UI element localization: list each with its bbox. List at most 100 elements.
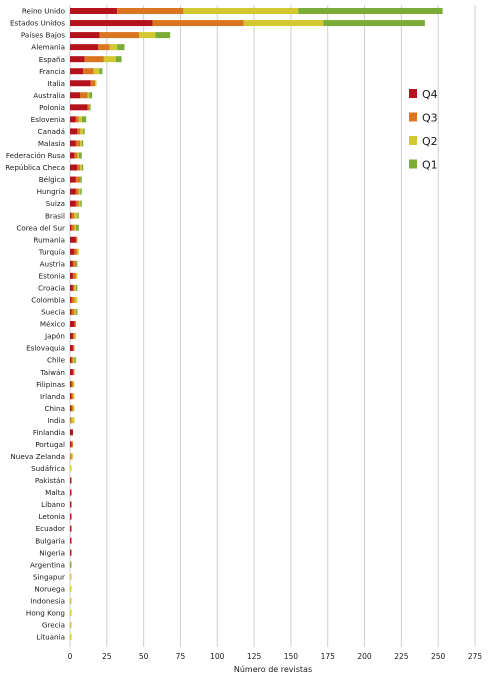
x-axis-tick-labels: 0 25 50 75 100 125 150 175 200 225 250 275 [68, 652, 483, 661]
category-label: Nigeria [39, 548, 65, 557]
bar-segment-q2 [70, 633, 72, 640]
bar-segment-q3 [75, 236, 78, 243]
bar-segment-q4 [70, 405, 72, 412]
bar-segment-q2 [70, 621, 72, 628]
bar-segment-q2 [103, 56, 116, 63]
bar-segment-q2 [80, 140, 82, 147]
bar-segment-q1 [89, 104, 91, 111]
category-label: Alemania [31, 43, 65, 52]
legend-label-q2: Q2 [422, 135, 438, 148]
category-label: Noruega [34, 584, 65, 593]
bar-segment-q3 [71, 296, 75, 303]
bar-segment-q2 [70, 585, 72, 592]
bar-segment-q2 [87, 92, 90, 99]
bar-segment-q4 [70, 525, 72, 532]
bar-segment-q3 [72, 260, 76, 267]
category-label: Suiza [46, 199, 65, 208]
category-label: Portugal [35, 440, 65, 449]
bar-segment-q2 [80, 164, 82, 171]
bar-segment-q4 [70, 260, 73, 267]
bar-segment-q3 [117, 8, 184, 15]
category-label: Turquía [38, 247, 65, 256]
category-label: Brasil [45, 211, 65, 220]
bar-segment-q3 [83, 68, 94, 75]
bar-segment-q4 [70, 272, 73, 279]
bar-segment-q1 [83, 128, 85, 135]
bar-segment-q3 [72, 272, 76, 279]
bar-segment-q4 [70, 369, 73, 376]
category-label: Japón [44, 332, 65, 341]
bar-segment-q4 [70, 140, 76, 147]
bar-segment-q4 [70, 284, 73, 291]
bar-segment-q2 [93, 68, 100, 75]
bar-segment-q4 [70, 188, 76, 195]
bar-segment-q4 [70, 489, 72, 496]
category-label: Letonia [39, 512, 65, 521]
bar-segment-q2 [72, 393, 75, 400]
bar-segment-q4 [70, 308, 72, 315]
x-tick-label: 0 [68, 652, 73, 661]
bar-segment-q2 [74, 333, 76, 340]
bar-segment-q3 [77, 164, 81, 171]
x-tick-label: 250 [431, 652, 446, 661]
bar-segment-q4 [70, 333, 73, 340]
bar-segment-q4 [70, 212, 72, 219]
bar-segment-q4 [70, 80, 91, 87]
x-tick-label: 200 [357, 652, 372, 661]
bar-segment-q1 [74, 357, 76, 364]
bar-segment-q3 [71, 441, 73, 448]
bar-segment-q4 [70, 8, 118, 15]
bar-segment-q1 [81, 140, 84, 147]
category-label: Suecia [41, 308, 65, 317]
legend: Q4 Q3 Q2 Q1 [409, 88, 438, 172]
bar-segment-q2 [80, 128, 84, 135]
bar-segment-q3 [71, 381, 73, 388]
category-label: Hungría [37, 187, 65, 196]
bar-segment-q4 [70, 92, 81, 99]
bar-segment-q4 [70, 224, 72, 231]
bar-segment-q1 [75, 284, 78, 291]
category-label: Croacia [38, 283, 65, 292]
bar-segment-q2 [70, 573, 72, 580]
x-tick-label: 100 [210, 652, 225, 661]
x-axis-title: Número de revistas [234, 665, 312, 674]
bar-segment-q4 [70, 537, 72, 544]
category-label: Canadá [38, 127, 65, 136]
bar-segment-q4 [70, 44, 98, 51]
bar-segment-q1 [155, 32, 171, 39]
category-label: Reino Unido [22, 7, 65, 16]
grid-lines [69, 5, 476, 647]
category-label: Países Bajos [21, 31, 65, 40]
bar-segment-q1 [298, 8, 443, 15]
bar-segment-q3 [74, 321, 76, 327]
bar-segment-q3 [75, 116, 79, 123]
bar-segment-q3 [75, 176, 81, 183]
bar-segment-q4 [70, 381, 72, 388]
category-label: España [39, 55, 65, 64]
legend-swatch-q1 [409, 159, 417, 169]
category-label: Polonia [39, 103, 65, 112]
bar-segment-q2 [78, 200, 81, 207]
bar-segment-q3 [75, 200, 79, 207]
bar-segment-q3 [97, 44, 110, 51]
legend-swatch-q2 [409, 136, 417, 145]
bar-segment-q2 [75, 272, 78, 279]
bar-segment-q4 [70, 248, 75, 255]
bar-segment-q2 [74, 308, 76, 315]
bar-segment-q2 [77, 152, 79, 159]
bar-segment-q4 [70, 68, 84, 75]
category-label: Malasia [38, 139, 65, 148]
bar-segment-q2 [78, 188, 81, 195]
bar-segment-q3 [87, 104, 90, 111]
category-label: Finlandia [33, 428, 65, 437]
bar-segment-q4 [70, 321, 75, 327]
category-label: Ecuador [36, 524, 65, 533]
category-label: Indonesia [30, 596, 65, 605]
bars [70, 8, 443, 640]
bar-segment-q4 [70, 429, 73, 436]
bar-segment-q2 [243, 20, 324, 27]
category-label: Lituania [36, 633, 65, 642]
bar-segment-q4 [70, 357, 72, 364]
bar-segment-q2 [70, 609, 72, 616]
bar-segment-q3 [71, 308, 75, 315]
